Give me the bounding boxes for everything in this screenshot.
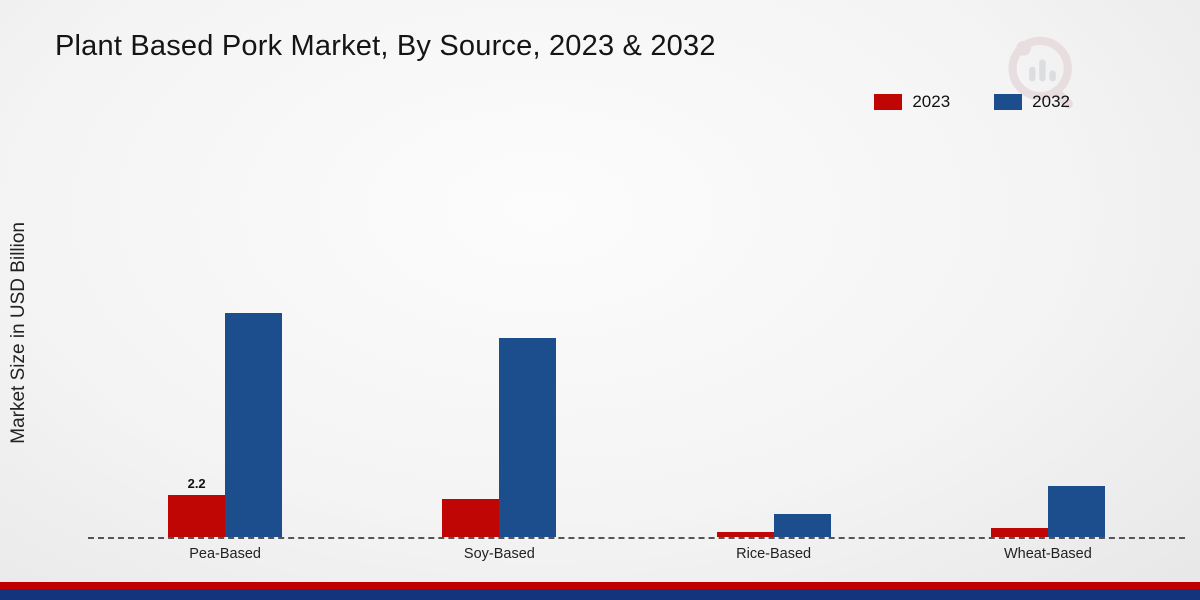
- plot-area: 2.2: [88, 120, 1185, 539]
- legend-swatch-2032: [994, 94, 1023, 110]
- x-axis-category-labels: Pea-Based Soy-Based Rice-Based Wheat-Based: [88, 546, 1185, 562]
- bar-group-pea-based: 2.2: [168, 312, 283, 537]
- bar-group-wheat-based: [990, 485, 1105, 537]
- legend-swatch-2023: [874, 94, 903, 110]
- bar-2023-rice-based: [716, 532, 774, 537]
- footer-red-stripe: [0, 582, 1200, 589]
- bar-2023-wheat-based: [990, 527, 1048, 537]
- bar-2032-wheat-based: [1047, 485, 1105, 537]
- bar-group-rice-based: [716, 514, 831, 537]
- y-axis-label: Market Size in USD Billion: [8, 222, 29, 444]
- bars-container: 2.2: [88, 120, 1185, 537]
- bar-2023-pea-based: 2.2: [168, 476, 226, 537]
- footer-blue-stripe: [0, 589, 1200, 600]
- category-label-pea-based: Pea-Based: [189, 546, 261, 562]
- legend-item-2023: 2023: [874, 92, 950, 112]
- bar-group-soy-based: [442, 337, 557, 537]
- category-label-rice-based: Rice-Based: [736, 546, 812, 562]
- legend: 2023 2032: [874, 92, 1070, 112]
- legend-label-2032: 2032: [1032, 92, 1070, 111]
- bar-2032-soy-based: [499, 337, 557, 537]
- bar-2023-soy-based: [442, 499, 500, 537]
- legend-label-2023: 2023: [912, 92, 951, 111]
- chart-title: Plant Based Pork Market, By Source, 2023…: [55, 30, 716, 62]
- bar-value-label: 2.2: [187, 476, 206, 492]
- bar-2032-rice-based: [773, 514, 831, 537]
- bar-2032-pea-based: [225, 312, 283, 537]
- category-label-soy-based: Soy-Based: [463, 546, 535, 562]
- category-label-wheat-based: Wheat-Based: [1003, 546, 1092, 562]
- legend-item-2032: 2032: [994, 92, 1070, 112]
